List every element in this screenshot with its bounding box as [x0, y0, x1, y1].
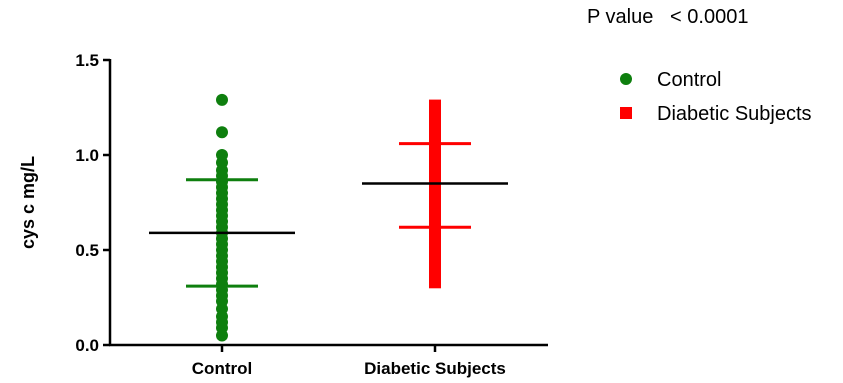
y-tick-label: 0.0: [75, 336, 99, 355]
legend-diabetic-marker: [620, 107, 632, 119]
y-tick-label: 1.5: [75, 51, 99, 70]
control-data-point: [216, 329, 228, 342]
p-value-label: P value: [587, 6, 654, 28]
control-data-point: [216, 126, 228, 139]
legend-label: Diabetic Subjects: [657, 103, 812, 125]
summary-lines: [149, 142, 508, 288]
p-value-annotation: P value < 0.0001: [587, 6, 748, 29]
y-axis-title: cys c mg/L: [18, 156, 38, 249]
y-tick-label: 1.0: [75, 146, 99, 165]
x-tick-label: Control: [192, 359, 252, 378]
x-tick-label: Diabetic Subjects: [364, 359, 506, 378]
legend-control-marker: [620, 73, 632, 85]
data-marks: [216, 93, 441, 342]
legend: Control Diabetic Subjects: [620, 69, 812, 125]
diabetic-data-point: [429, 276, 441, 289]
legend-label: Control: [657, 69, 721, 91]
control-data-point: [216, 93, 228, 106]
p-value-number: < 0.0001: [670, 6, 749, 28]
axes: 0.0 0.5 1.0 1.5 Control Diabetic Subjects cys …: [18, 51, 548, 378]
y-tick-label: 0.5: [75, 241, 99, 260]
